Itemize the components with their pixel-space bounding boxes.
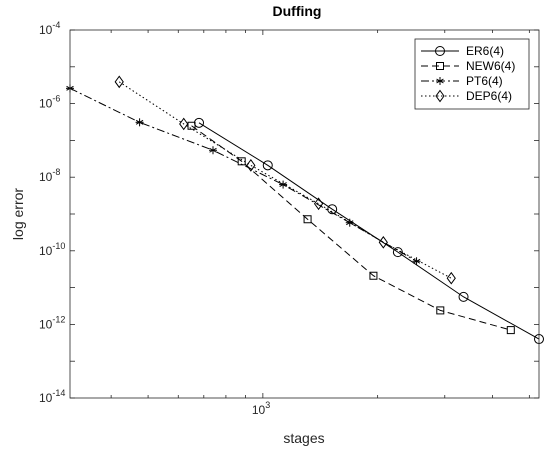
data-point [187, 121, 196, 130]
legend-label: DEP6(4) [466, 89, 512, 103]
data-point [436, 77, 444, 85]
data-point [135, 118, 144, 127]
data-point [378, 235, 388, 249]
data-point [303, 215, 312, 224]
data-point [392, 247, 403, 258]
x-axis-label: stages [283, 430, 324, 446]
x-tick-label: 103 [252, 400, 270, 417]
legend-label: ER6(4) [466, 44, 504, 58]
plot-series [66, 75, 544, 345]
data-point [246, 158, 256, 172]
y-tick-label: 10-10 [39, 241, 65, 258]
data-point [279, 180, 288, 189]
data-point [458, 291, 469, 302]
legend-label: PT6(4) [466, 74, 503, 88]
data-point [313, 197, 324, 211]
tick-labels: 10-4 10-6 10-8 10-10 10-12 10-14 103 [39, 20, 270, 417]
series-line [118, 81, 452, 279]
data-point [435, 46, 445, 56]
data-point [114, 75, 124, 89]
series-line [191, 125, 511, 331]
legend-entry: ER6(4) [421, 44, 504, 58]
y-tick-label: 10-14 [39, 388, 65, 405]
series-dep6-4- [114, 75, 456, 285]
plot-box [69, 29, 540, 399]
y-tick-label: 10-12 [39, 314, 65, 331]
y-tick-label: 10-8 [39, 167, 60, 184]
data-point [412, 257, 421, 266]
chart-title: Duffing [273, 3, 322, 19]
data-point [262, 160, 273, 171]
data-point [436, 62, 444, 70]
data-point [506, 326, 515, 335]
legend: ER6(4)NEW6(4)PT6(4)DEP6(4) [414, 38, 530, 110]
data-point [194, 117, 205, 128]
data-point [436, 306, 445, 315]
data-point [435, 89, 445, 103]
data-point [369, 271, 378, 280]
data-point [446, 271, 456, 285]
axis-ticks [70, 29, 539, 399]
series-er6-4- [194, 117, 544, 345]
y-axis-label: log error [10, 188, 26, 240]
y-tick-label: 10-6 [39, 94, 60, 111]
series-line [198, 122, 540, 340]
data-point [209, 146, 218, 155]
legend-entry: DEP6(4) [421, 89, 512, 103]
y-tick-label: 10-4 [39, 20, 60, 37]
legend-entry: NEW6(4) [421, 59, 515, 73]
data-point [179, 117, 189, 131]
legend-label: NEW6(4) [466, 59, 515, 73]
series-new6-4- [187, 121, 515, 335]
legend-entry: PT6(4) [421, 74, 503, 88]
